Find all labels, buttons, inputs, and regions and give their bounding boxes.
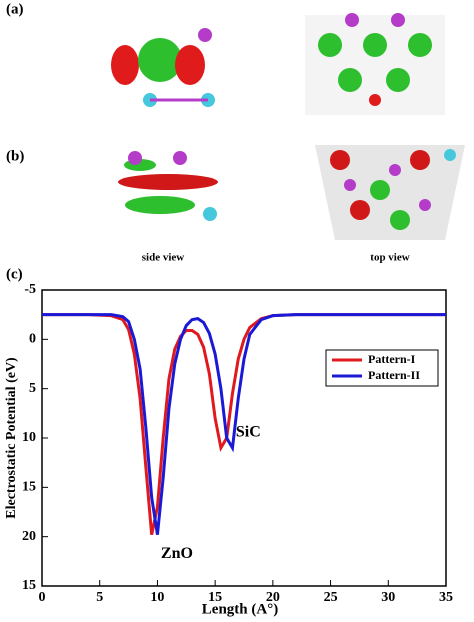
line-series [42,313,446,535]
panel-b: (b) [6,145,465,240]
blob [370,180,390,200]
y-tick-label: 20 [22,529,36,544]
atom [128,151,142,165]
atom [389,164,401,176]
atom [391,13,405,27]
atom [345,13,359,27]
atom [203,207,217,221]
y-tick-label: 0 [29,332,36,347]
atom [444,149,456,161]
x-tick-label: 35 [439,590,453,605]
y-tick-label: 5 [29,381,36,396]
x-axis-label: Length (A°) [202,601,278,617]
x-tick-label: 30 [381,590,395,605]
legend-label: Pattern-I [368,352,416,366]
blob [410,150,430,170]
panel-label: (b) [6,148,24,164]
blob [111,45,139,85]
y-tick-label: 15 [22,578,36,593]
caption: side view [142,252,185,264]
blob [318,33,342,57]
panel-label: (c) [6,266,23,282]
blob [363,33,387,57]
blob [390,210,410,230]
blob [350,200,370,220]
x-tick-label: 20 [266,590,280,605]
atom [344,179,356,191]
atom [369,94,381,106]
y-tick-label: 15 [22,480,36,495]
blob [338,68,362,92]
line-series [42,313,446,535]
x-tick-label: 5 [96,590,103,605]
blob [125,196,195,214]
panel-a: (a) [6,1,445,115]
panel-label: (a) [6,1,24,17]
y-axis-label: Electrostatic Potential (eV) [4,357,19,519]
blob [386,68,410,92]
annotation: ZnO [161,545,193,562]
x-tick-label: 10 [150,590,164,605]
x-tick-label: 25 [324,590,338,605]
annotation: SiC [236,424,261,441]
x-tick-label: 15 [208,590,222,605]
atom [419,199,431,211]
atom [173,151,187,165]
atom [198,28,212,42]
legend-label: Pattern-II [368,368,420,382]
y-tick-label: -5 [24,282,36,297]
legend-box [325,349,439,387]
blob [175,45,205,85]
x-tick-label: 0 [39,590,46,605]
blob [408,33,432,57]
y-tick-label: 10 [22,430,36,445]
blob [138,38,182,82]
blob [118,174,218,190]
blob [330,150,350,170]
caption: top view [370,252,409,264]
